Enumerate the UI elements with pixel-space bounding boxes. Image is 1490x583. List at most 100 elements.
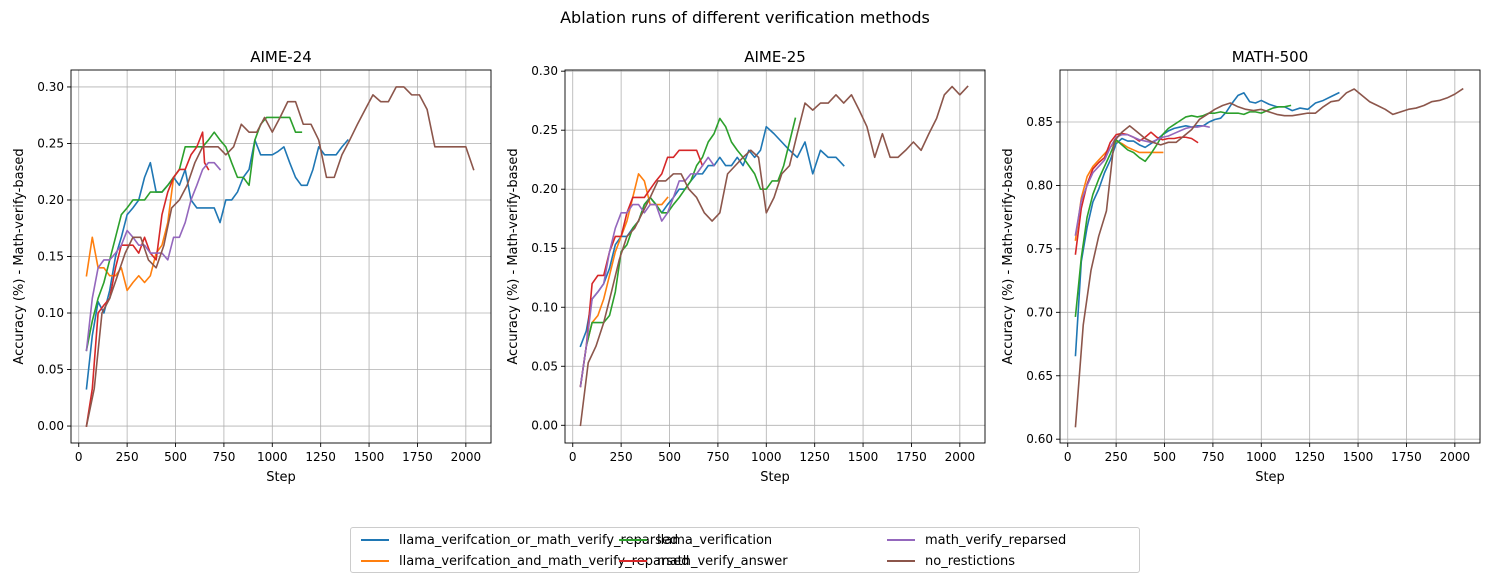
x-tick-label: 500 [1153,450,1176,464]
series-line-no_restictions [1074,87,1464,428]
figure-suptitle: Ablation runs of different verification … [560,8,930,27]
y-tick-label: 0.80 [1026,178,1053,192]
legend-swatch [619,539,647,541]
x-tick-label: 250 [116,450,139,464]
x-tick-label: 1250 [305,450,336,464]
legend-label: llama_verifcation_or_math_verify_reparse… [399,532,679,548]
y-tick-label: 0.85 [1026,115,1053,129]
x-tick-label: 1750 [896,450,927,464]
series-line-math_verify_reparsed [579,156,716,388]
y-tick-label: 0.30 [531,64,558,78]
x-tick-label: 1750 [402,450,433,464]
y-tick-label: 0.70 [1026,305,1053,319]
series-group [579,85,969,427]
series-line-llama_verifcation_and_math_verify_reparsed [85,176,175,292]
series-line-llama_verifcation_or_math_verify_reparsed [85,138,349,390]
y-tick-label: 0.00 [531,418,558,432]
legend-item: math_verify_answer [619,551,788,571]
series-line-llama_verification [579,117,797,388]
y-tick-label: 0.15 [531,241,558,255]
subplot-panels: 0 250 500 750 1000 1250 1500 1750 2000 0.00 0.05 0.… [12,48,1481,485]
subplot-1: 0 250 500 750 1000 1250 1500 1750 2000 0.00 0.05 0.… [506,48,986,485]
x-tick-label: 500 [164,450,187,464]
x-tick-label: 500 [658,450,681,464]
x-tick-label: 2000 [451,450,482,464]
y-tick-label: 0.10 [37,306,64,320]
x-tick-label: 1250 [1294,450,1325,464]
x-tick-label: 750 [706,450,729,464]
figure-legend: llama_verifcation_or_math_verify_reparse… [350,527,1140,573]
y-tick-label: 0.00 [37,419,64,433]
y-tick-label: 0.60 [1026,432,1053,446]
x-tick-label: 0 [1064,450,1072,464]
y-tick-label: 0.30 [37,80,64,94]
series-line-llama_verifcation_and_math_verify_reparsed [579,173,669,388]
series-line-math_verify_reparsed [85,161,222,352]
y-tick-label: 0.75 [1026,242,1053,256]
x-tick-label: 2000 [945,450,976,464]
axes-frame [1059,69,1481,444]
x-tick-label: 1000 [257,450,288,464]
x-tick-label: 1750 [1391,450,1422,464]
x-tick-label: 1000 [1246,450,1277,464]
subplot-0: 0 250 500 750 1000 1250 1500 1750 2000 0.00 0.05 0.… [12,48,492,485]
legend-label: no_restictions [925,553,1016,569]
y-axis-label: Accuracy (%) - Math-verify-based [1001,148,1016,364]
legend-swatch [361,539,389,541]
x-tick-label: 250 [610,450,633,464]
legend-item: llama_verification [619,530,772,550]
x-tick-label: 250 [1105,450,1128,464]
x-axis-label: Step [760,470,790,485]
series-group [85,86,475,427]
legend-swatch [887,560,915,562]
legend-item: math_verify_reparsed [887,530,1066,550]
series-line-math_verify_reparsed [1074,125,1210,236]
legend-label: math_verify_answer [657,553,788,569]
x-tick-label: 0 [75,450,83,464]
series-line-math_verify_answer [579,149,704,388]
series-group [1074,87,1464,428]
x-axis-label: Step [1255,470,1285,485]
x-tick-label: 1500 [354,450,385,464]
y-tick-label: 0.20 [37,193,64,207]
x-tick-label: 1250 [799,450,830,464]
legend-item: llama_verifcation_or_math_verify_reparse… [361,530,678,550]
legend-label: llama_verification [657,532,773,548]
axes-frame [564,69,986,444]
y-tick-label: 0.25 [37,136,64,150]
x-tick-label: 0 [569,450,577,464]
subplot-2: 0 250 500 750 1000 1250 1500 1750 2000 0.60 0.65 0.… [1001,48,1481,485]
legend-item: no_restictions [887,551,1015,571]
legend-swatch [619,560,647,562]
legend-label: math_verify_reparsed [925,532,1067,548]
x-axis-label: Step [266,470,296,485]
subplot-title: AIME-25 [744,48,806,66]
subplot-title: AIME-24 [250,48,312,66]
y-tick-label: 0.05 [531,359,558,373]
y-tick-label: 0.05 [37,363,64,377]
x-tick-label: 2000 [1440,450,1471,464]
series-line-llama_verification [1074,104,1292,318]
subplot-title: MATH-500 [1232,48,1309,66]
y-axis-label: Accuracy (%) - Math-verify-based [506,148,521,364]
y-tick-label: 0.20 [531,182,558,196]
series-line-llama_verifcation_or_math_verify_reparsed [1074,91,1340,357]
x-tick-label: 750 [1201,450,1224,464]
y-tick-label: 0.65 [1026,369,1053,383]
series-line-llama_verification [85,116,303,352]
legend-item: llama_verifcation_and_math_verify_repars… [361,551,689,571]
x-tick-label: 1500 [1343,450,1374,464]
x-tick-label: 1000 [751,450,782,464]
y-tick-label: 0.25 [531,123,558,137]
y-tick-label: 0.10 [531,300,558,314]
x-tick-label: 1500 [848,450,879,464]
series-line-no_restictions [579,85,969,427]
x-tick-label: 750 [212,450,235,464]
legend-label: llama_verifcation_and_math_verify_repars… [399,553,690,569]
y-tick-label: 0.15 [37,250,64,264]
series-line-no_restictions [85,86,475,427]
y-axis-label: Accuracy (%) - Math-verify-based [12,148,27,364]
legend-swatch [361,560,389,562]
legend-swatch [887,539,915,541]
